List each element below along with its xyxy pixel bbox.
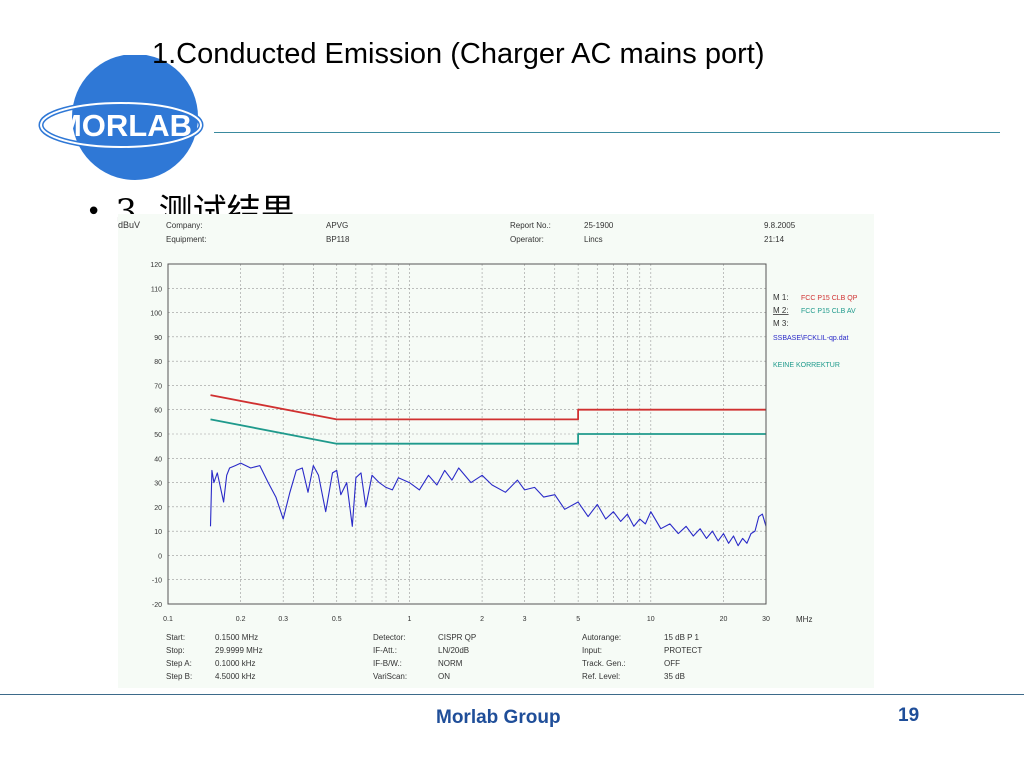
header-operator-value: Lincs: [584, 235, 603, 244]
setting-value: OFF: [664, 659, 680, 668]
y-tick-label: 10: [154, 529, 162, 536]
setting-label: Start:: [166, 633, 185, 642]
header-report-label: Report No.:: [510, 221, 551, 230]
setting-value: LN/20dB: [438, 646, 469, 655]
setting-value: 0.1000 kHz: [215, 659, 255, 668]
header-company-label: Company:: [166, 221, 202, 230]
setting-label: Input:: [582, 646, 602, 655]
setting-label: IF-B/W.:: [373, 659, 402, 668]
bullet-dot: •: [86, 197, 102, 227]
x-tick-label: 30: [762, 616, 770, 623]
setting-value: PROTECT: [664, 646, 702, 655]
x-tick-label: 0.2: [236, 616, 246, 623]
chart-series: [209, 394, 767, 547]
y-tick-label: 30: [154, 481, 162, 488]
qp-limit-line: [210, 394, 766, 421]
x-axis-unit: MHz: [796, 615, 812, 624]
y-tick-label: 60: [154, 408, 162, 415]
plot-frame: [167, 263, 767, 605]
x-tick-label: 2: [480, 616, 484, 623]
setting-value: 29.9999 MHz: [215, 646, 263, 655]
y-tick-label: 80: [154, 359, 162, 366]
legend-correction: KEINE KORREKTUR: [773, 362, 840, 369]
title-rule: [214, 132, 1000, 133]
settings-col-1: Start: 0.1500 MHz Stop: 29.9999 MHz Step…: [166, 633, 263, 681]
setting-value: CISPR QP: [438, 633, 476, 642]
logo-text: MORLAB: [56, 108, 192, 143]
page-number: 19: [898, 705, 920, 726]
setting-label: Stop:: [166, 646, 185, 655]
header-company-value: APVG: [326, 221, 348, 230]
setting-label: Track. Gen.:: [582, 659, 626, 668]
emission-trace: [209, 462, 767, 547]
y-tick-label: 90: [154, 335, 162, 342]
setting-label: VariScan:: [373, 672, 407, 681]
header-operator-label: Operator:: [510, 235, 544, 244]
y-tick-label: -10: [152, 578, 162, 585]
header-time: 21:14: [764, 235, 785, 244]
x-tick-label: 0.5: [332, 616, 342, 623]
header-date: 9.8.2005: [764, 221, 796, 230]
x-tick-label: 5: [576, 616, 580, 623]
x-tick-label: 1: [407, 616, 411, 623]
emission-chart-svg: dBuV Company: APVG Report No.: 25-1900 9…: [118, 214, 874, 688]
setting-label: IF-Att.:: [373, 646, 397, 655]
legend-m3-label: M 3:: [773, 319, 789, 328]
av-limit-line: [210, 418, 766, 445]
setting-value: 15 dB P 1: [664, 633, 700, 642]
setting-label: Step A:: [166, 659, 192, 668]
header-equipment-value: BP118: [326, 235, 350, 244]
y-tick-label: 120: [150, 262, 162, 269]
setting-value: ON: [438, 672, 450, 681]
setting-label: Detector:: [373, 633, 405, 642]
slide-title: 1.Conducted Emission (Charger AC mains p…: [152, 38, 765, 70]
y-tick-label: 50: [154, 432, 162, 439]
settings-col-3: Autorange: 15 dB P 1 Input: PROTECT Trac…: [582, 633, 702, 681]
legend-file: SSBASE\FCKLIL-qp.dat: [773, 335, 849, 342]
setting-value: 4.5000 kHz: [215, 672, 255, 681]
footer-rule: [0, 694, 1024, 695]
legend-m1-value: FCC P15 CLB QP: [801, 295, 858, 302]
y-tick-label: 70: [154, 383, 162, 390]
setting-value: NORM: [438, 659, 463, 668]
setting-label: Step B:: [166, 672, 192, 681]
y-tick-label: -20: [152, 602, 162, 609]
y-tick-label: 110: [151, 286, 162, 293]
y-tick-label: 20: [154, 505, 162, 512]
settings-col-2: Detector: CISPR QP IF-Att.: LN/20dB IF-B…: [373, 633, 476, 681]
chart-background: [118, 214, 874, 688]
setting-label: Autorange:: [582, 633, 621, 642]
y-tick-label: 0: [158, 553, 162, 560]
setting-value: 35 dB: [664, 672, 685, 681]
footer-company: Morlab Group: [436, 707, 561, 728]
x-tick-label: 0.1: [163, 616, 173, 623]
x-tick-label: 20: [720, 616, 728, 623]
y-axis-unit: dBuV: [118, 220, 140, 230]
legend-m2-value: FCC P15 CLB AV: [801, 308, 856, 315]
emission-chart: dBuV Company: APVG Report No.: 25-1900 9…: [118, 214, 874, 688]
header-report-value: 25-1900: [584, 221, 614, 230]
x-tick-label: 10: [647, 616, 655, 623]
y-tick-label: 100: [150, 311, 162, 318]
morlab-logo: MORLAB: [36, 54, 208, 181]
x-tick-label: 0.3: [278, 616, 288, 623]
header-equipment-label: Equipment:: [166, 235, 206, 244]
y-tick-label: 40: [154, 456, 162, 463]
setting-value: 0.1500 MHz: [215, 633, 258, 642]
legend-m2-label: M 2:: [773, 306, 789, 315]
legend-m1-label: M 1:: [773, 293, 789, 302]
setting-label: Ref. Level:: [582, 672, 620, 681]
x-tick-label: 3: [523, 616, 527, 623]
